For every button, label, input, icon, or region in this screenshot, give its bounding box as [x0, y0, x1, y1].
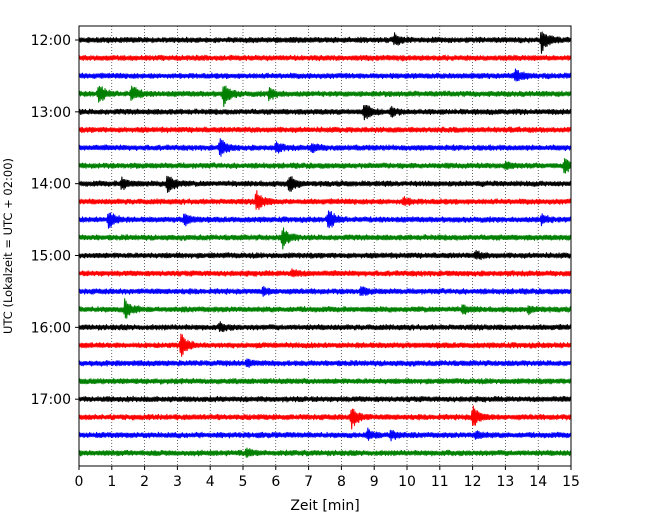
seismic-trace: [78, 190, 572, 211]
seismic-trace: [78, 268, 572, 278]
y-tick-label: 16:00: [31, 320, 71, 336]
plot-frame: [78, 25, 572, 467]
x-tick-label: 11: [431, 474, 449, 490]
seismic-trace: [78, 447, 572, 458]
x-tick-label: 13: [496, 474, 514, 490]
seismic-trace: [78, 377, 572, 385]
y-tick-label: 12:00: [31, 33, 71, 49]
seismic-trace: [78, 138, 572, 157]
seismic-trace: [78, 85, 572, 107]
seismic-trace: [78, 333, 572, 357]
seismic-trace: [78, 285, 572, 297]
y-axis-label: UTC (Lokalzeit = UTC + 02:00): [1, 158, 15, 334]
x-tick-label: 5: [239, 474, 248, 490]
y-tick-label: 14:00: [31, 177, 71, 193]
y-axis-ticks: 12:00 13:00 14:00 15:00 16:00 17:00: [31, 33, 79, 408]
x-grid: [111, 26, 539, 466]
x-tick-label: 9: [370, 474, 379, 490]
seismic-trace: [78, 358, 572, 368]
x-tick-label: 6: [271, 474, 280, 490]
y-tick-label: 13:00: [31, 105, 71, 121]
x-tick-label: 2: [140, 474, 149, 490]
x-tick-label: 12: [464, 474, 482, 490]
x-tick-label: 14: [529, 474, 547, 490]
x-axis-label: Zeit [min]: [290, 498, 359, 514]
traces-group: [78, 31, 572, 458]
seismic-trace: [78, 395, 572, 403]
seismic-trace: [78, 31, 572, 54]
seismic-trace: [78, 158, 572, 174]
seismic-trace: [78, 68, 572, 82]
y-tick-label: 15:00: [31, 249, 71, 265]
seismic-trace: [78, 427, 572, 442]
y-tick-label: 17:00: [31, 392, 71, 408]
x-tick-label: 4: [206, 474, 215, 490]
seismic-trace: [78, 405, 572, 430]
seismic-trace: [78, 210, 572, 229]
seismic-trace: [78, 227, 572, 250]
x-axis-ticks: 0 1 2 3 4 5 6 7 8 9 10 11 12 13 14 15: [75, 466, 580, 490]
seismic-trace: [78, 126, 572, 134]
seismic-trace: [78, 54, 572, 62]
seismic-trace: [78, 175, 572, 193]
x-tick-label: 8: [337, 474, 346, 490]
seismic-trace: [78, 298, 572, 319]
x-tick-label: 10: [398, 474, 416, 490]
x-tick-label: 7: [304, 474, 313, 490]
seismic-trace: [78, 104, 572, 121]
x-tick-label: 3: [173, 474, 182, 490]
x-tick-label: 15: [562, 474, 580, 490]
x-tick-label: 0: [75, 474, 84, 490]
seismic-trace: [78, 321, 572, 333]
x-tick-label: 1: [107, 474, 116, 490]
seismic-trace: [78, 249, 572, 261]
